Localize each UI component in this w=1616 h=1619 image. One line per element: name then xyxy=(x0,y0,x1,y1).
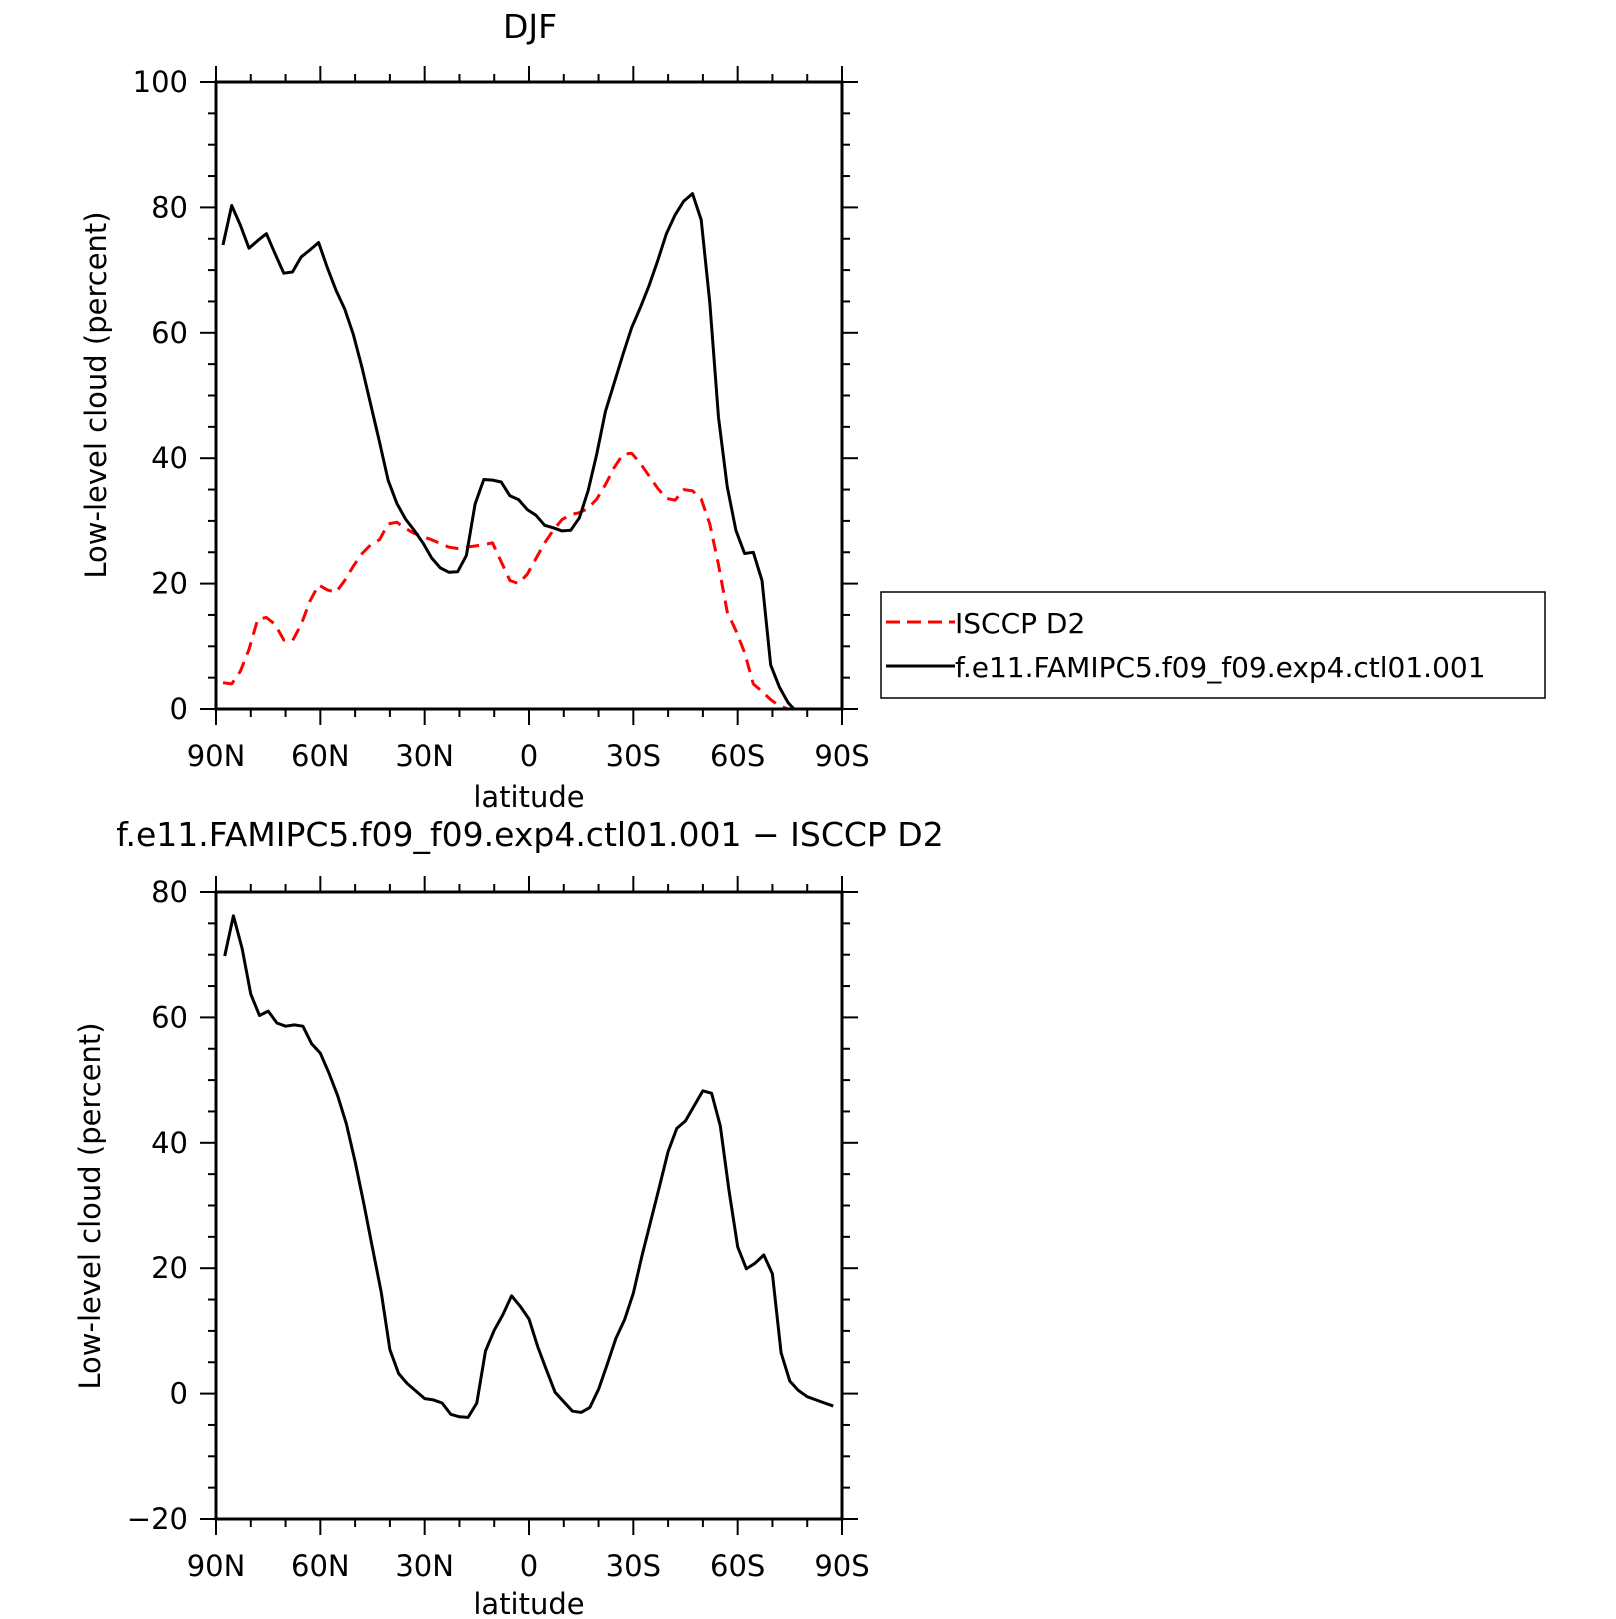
bottom-ytick-label: 40 xyxy=(151,1126,188,1160)
bottom-xtick-label: 60S xyxy=(710,1549,765,1583)
top-y-axis-label: Low-level cloud (percent) xyxy=(79,211,113,578)
bottom-xtick-label: 60N xyxy=(291,1549,350,1583)
top-x-axis-label: latitude xyxy=(473,780,584,814)
top-ytick-label: 40 xyxy=(151,441,188,475)
bottom-chart-title: f.e11.FAMIPC5.f09_f09.exp4.ctl01.001 − I… xyxy=(116,815,943,854)
legend-label-model: f.e11.FAMIPC5.f09_f09.exp4.ctl01.001 xyxy=(955,651,1486,684)
top-xtick-label: 0 xyxy=(520,739,538,773)
top-ytick-label: 100 xyxy=(133,65,188,99)
top-ytick-label: 60 xyxy=(151,316,188,350)
top-ytick-label: 20 xyxy=(151,567,188,601)
bottom-xtick-label: 30N xyxy=(395,1549,454,1583)
top-ytick-label: 80 xyxy=(151,190,188,224)
bottom-plot-frame xyxy=(214,890,844,1521)
top-plot-frame xyxy=(214,80,844,711)
top-ytick-label: 0 xyxy=(170,692,188,726)
bottom-y-axis-label: Low-level cloud (percent) xyxy=(73,1022,107,1389)
top-xtick-label: 60N xyxy=(291,739,350,773)
bottom-ytick-label: 0 xyxy=(170,1377,188,1411)
bottom-ytick-label: 20 xyxy=(151,1251,188,1285)
top-panel: DJF 0 20 40 60 80 100 90N 60N 30N 0 30S 60S 90S lati… xyxy=(79,7,1546,814)
top-chart-title: DJF xyxy=(503,7,557,46)
legend: ISCCP D2 f.e11.FAMIPC5.f09_f09.exp4.ctl0… xyxy=(880,591,1546,699)
top-series-line-1 xyxy=(221,192,796,709)
top-xtick-label: 30N xyxy=(395,739,454,773)
bottom-xtick-label: 30S xyxy=(606,1549,661,1583)
bottom-ytick-label: 80 xyxy=(151,875,188,909)
top-xtick-label: 60S xyxy=(710,739,765,773)
bottom-series-lines xyxy=(223,914,834,1419)
legend-box xyxy=(880,591,1546,699)
top-series-lines xyxy=(221,192,796,709)
top-xtick-label: 90S xyxy=(814,739,869,773)
legend-label-isccp: ISCCP D2 xyxy=(955,607,1085,640)
top-xtick-label: 30S xyxy=(606,739,661,773)
bottom-x-axis-label: latitude xyxy=(473,1587,584,1619)
top-xtick-label: 90N xyxy=(187,739,246,773)
bottom-panel: f.e11.FAMIPC5.f09_f09.exp4.ctl01.001 − I… xyxy=(73,815,944,1619)
bottom-ticks: −20 0 20 40 60 80 90N 60N 30N 0 30S 60S 90S xyxy=(127,875,870,1583)
bottom-ytick-label: −20 xyxy=(127,1502,188,1536)
bottom-xtick-label: 90S xyxy=(814,1549,869,1583)
bottom-xtick-label: 90N xyxy=(187,1549,246,1583)
bottom-xtick-label: 0 xyxy=(520,1549,538,1583)
bottom-series-line-0 xyxy=(223,914,834,1419)
bottom-ytick-label: 60 xyxy=(151,1000,188,1034)
top-series-line-0 xyxy=(222,451,793,709)
